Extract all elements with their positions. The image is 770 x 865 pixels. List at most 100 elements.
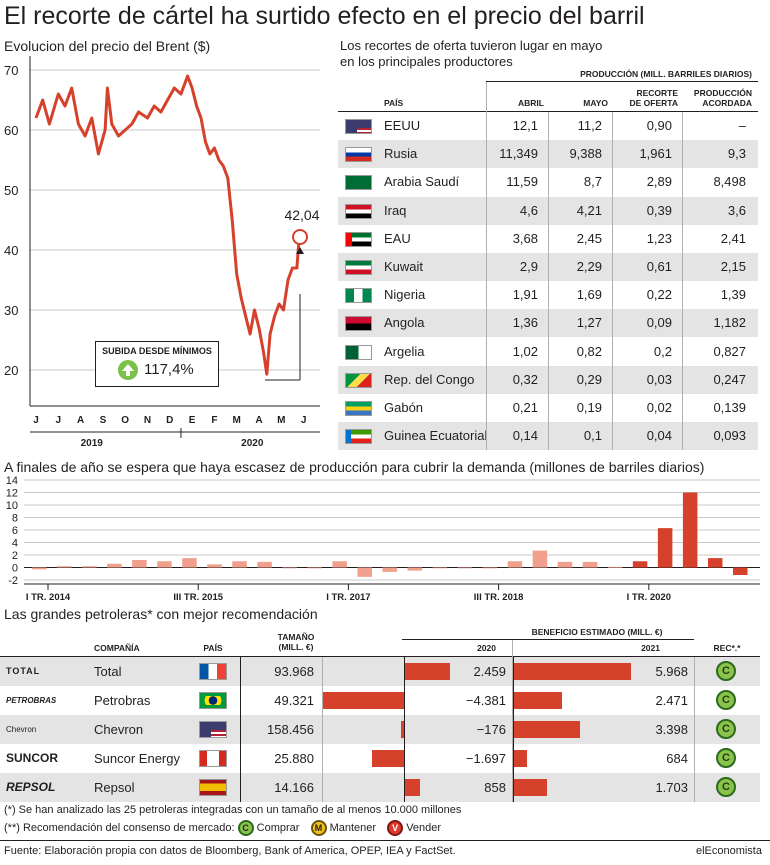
brent-x-tick-label: J — [33, 415, 39, 426]
production-country: Nigeria — [384, 287, 426, 303]
production-mayo: 2,29 — [576, 259, 602, 274]
brent-y-tick-label: 60 — [4, 123, 18, 138]
footer-rule — [0, 840, 770, 841]
deficit-bar — [582, 561, 598, 568]
production-country: Rep. del Congo — [384, 371, 475, 387]
production-recorte: 1,23 — [646, 230, 672, 246]
production-recorte: 0,09 — [646, 315, 672, 331]
cuts-col-mayo: MAYO — [583, 98, 608, 108]
profit-2021-label: 2.471 — [655, 693, 688, 708]
brent-x-tick-label: F — [211, 415, 217, 426]
deficit-bar — [257, 561, 272, 568]
production-mayo: 4,21 — [576, 202, 602, 218]
brent-x-tick-label: M — [277, 415, 285, 426]
production-country: Gabón — [384, 400, 424, 415]
cuts-title-line1: Los recortes de oferta tuvieron lugar en… — [340, 38, 603, 53]
cuts-col-acordada-2: ACORDADA — [702, 98, 752, 108]
production-country: Argelia — [384, 343, 425, 359]
flag-icon — [199, 663, 227, 680]
brent-chart: 20 30 40 50 60 70 J J A S O N D E F M A M J 2019 2020 42,04 — [4, 56, 320, 449]
cuts-divider — [682, 112, 683, 450]
up-arrow-icon — [118, 360, 138, 380]
production-abril: 1,91 — [512, 287, 538, 303]
production-abril: 11,59 — [506, 174, 538, 190]
cuts-group-rule — [486, 81, 758, 82]
production-mayo: 2,45 — [576, 230, 602, 246]
rise-box: SUBIDA DESDE MÍNIMOS 117,4% — [95, 341, 219, 387]
brent-chart-title: Evolucion del precio del Brent ($) — [4, 38, 211, 54]
brent-arrow-icon — [296, 247, 304, 254]
production-mayo: 0,19 — [576, 400, 602, 415]
deficit-bars — [32, 492, 748, 577]
rec-buy-icon: C — [237, 820, 254, 836]
cuts-col-recorte-1: RECORTE — [636, 88, 678, 98]
rec-buy-icon: C — [716, 748, 736, 768]
production-recorte: 0,2 — [653, 343, 672, 359]
flag-icon — [345, 231, 372, 247]
deficit-bar — [732, 567, 748, 575]
deficit-y-tick-label: 0 — [12, 563, 18, 575]
profit-2020-bar — [404, 663, 451, 680]
deficit-y-tick-label: -2 — [8, 575, 18, 587]
companies-col-size-1: TAMAÑO — [277, 632, 315, 642]
company-logo: REPSOL — [6, 780, 56, 794]
cuts-header-rule — [338, 111, 758, 112]
cuts-col-abril: ABRIL — [518, 98, 544, 108]
production-acordada: 0,139 — [713, 400, 746, 415]
flag-icon — [199, 750, 227, 767]
deficit-y-tick-label: 10 — [6, 500, 18, 512]
deficit-bar — [332, 561, 347, 568]
zero-line-2020 — [404, 657, 405, 802]
profit-2020-bar — [400, 721, 404, 738]
deficit-bar — [132, 560, 147, 568]
brent-x-tick-label: A — [77, 415, 84, 426]
source: Fuente: Elaboración propia con datos de … — [4, 845, 456, 857]
companies-header-rule — [0, 656, 760, 657]
production-abril: 0,21 — [512, 400, 538, 415]
cuts-divider — [548, 112, 549, 450]
deficit-bar — [357, 567, 372, 577]
production-acordada: – — [738, 118, 746, 133]
profit-2021-bar — [513, 663, 631, 680]
deficit-y-tick-label: 4 — [12, 538, 18, 550]
cuts-col-acordada-1: PRODUCCIÓN — [693, 88, 752, 98]
brent-year-label: 2019 — [81, 438, 104, 449]
brent-x-tick-label: M — [233, 415, 241, 426]
deficit-bar — [482, 567, 498, 569]
profit-2021-label: 1.703 — [655, 780, 688, 795]
rec-buy-icon: C — [716, 690, 736, 710]
flag-icon — [345, 316, 372, 332]
production-recorte: 0,61 — [646, 259, 672, 274]
deficit-bar — [532, 550, 548, 568]
brent-y-tick-label: 50 — [4, 183, 18, 198]
production-recorte: 0,90 — [646, 118, 672, 133]
profit-2021-label: 3.398 — [655, 722, 688, 737]
production-country: Iraq — [384, 202, 407, 218]
company-name: Petrobras — [94, 693, 151, 708]
production-recorte: 1,961 — [639, 146, 672, 162]
production-recorte: 0,03 — [646, 371, 672, 387]
deficit-y-tick-label: 14 — [6, 475, 18, 487]
rec-buy-icon: C — [716, 661, 736, 681]
production-mayo: 1,27 — [576, 315, 602, 331]
cuts-group-header: PRODUCCIÓN (MILL. BARRILES DIARIOS) — [580, 69, 752, 79]
headline: El recorte de cártel ha surtido efecto e… — [4, 2, 645, 30]
companies-col-size-2: (MILL. €) — [278, 642, 314, 652]
production-row: Nigeria 1,91 1,69 0,22 1,39 — [338, 281, 758, 309]
brent-x-axis: J J A S O N D E F M A M J 2019 2020 — [30, 415, 320, 449]
companies-col-country: PAÍS — [203, 643, 223, 653]
deficit-bar — [32, 567, 47, 570]
production-acordada: 8,498 — [713, 174, 746, 190]
companies-col-rec: REC*.* — [713, 643, 741, 653]
profit-2020-label: −1.697 — [465, 751, 506, 766]
production-country: Arabia Saudí — [384, 174, 460, 190]
production-row: EAU 3,68 2,45 1,23 2,41 — [338, 225, 758, 253]
companies-col-company: COMPAÑÍA — [94, 643, 140, 653]
deficit-x-axis: I TR. 2014 III TR. 2015 I TR. 2017 III TR. … — [26, 584, 671, 603]
deficit-bar — [307, 567, 322, 569]
deficit-chart-title: A finales de año se espera que haya esca… — [4, 459, 705, 475]
production-acordada: 2,15 — [720, 259, 746, 274]
profit-2020-bar — [322, 692, 404, 709]
company-name: Total — [94, 664, 122, 679]
